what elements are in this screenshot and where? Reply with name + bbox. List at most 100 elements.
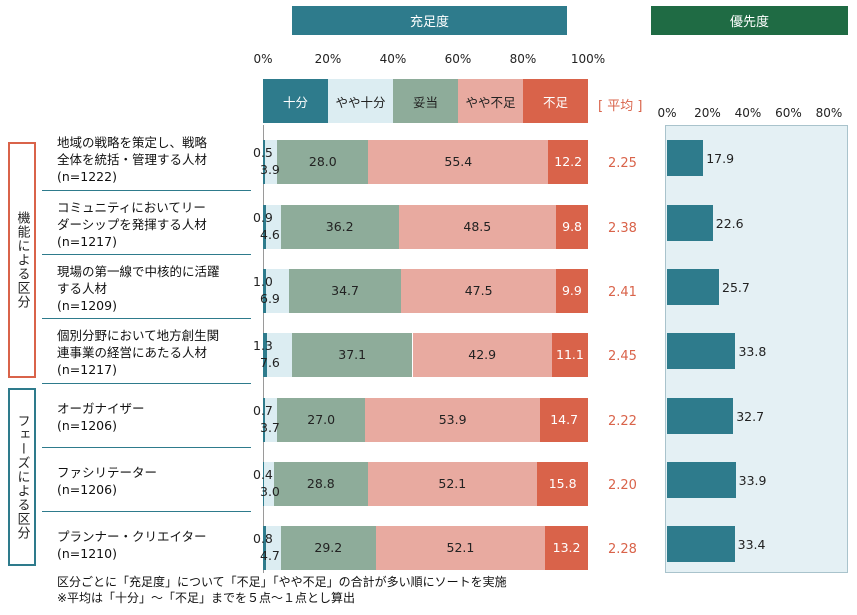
bar-segment [264, 462, 275, 506]
row-label: プランナー・クリエイター (n=1210) [57, 528, 207, 562]
data-label: 48.5 [463, 219, 492, 234]
bar-segment [280, 205, 399, 249]
bar-segment [551, 333, 588, 377]
row-label: 地域の戦略を策定し、戦略 全体を統括・管理する人材 (n=1222) [57, 134, 207, 185]
bar-segment [401, 269, 556, 313]
legend-item: 妥当 [393, 79, 458, 123]
average-value: 2.22 [608, 414, 637, 429]
data-label: 37.1 [338, 347, 367, 362]
satisfaction-tick: 100% [570, 52, 606, 66]
data-label: 1.3 [253, 338, 273, 353]
legend-item: 不足 [523, 79, 588, 123]
data-label: 47.5 [464, 283, 493, 298]
satisfaction-header: 充足度 [292, 6, 567, 35]
bar-segment [536, 462, 589, 506]
row-label-line: プランナー・クリエイター [57, 529, 207, 544]
row-label-n: (n=1209) [57, 297, 117, 313]
average-value: 2.45 [608, 349, 637, 364]
satisfaction-tick: 0% [253, 52, 273, 66]
bar-segment [291, 333, 413, 377]
bar-segment [263, 333, 268, 377]
data-label: 3.7 [260, 420, 280, 435]
row-label-line: コミュニティにおいてリー [57, 199, 206, 215]
bar-segment [365, 398, 541, 442]
priority-tick: 80% [815, 106, 843, 120]
row-label-line: オーガナイザー [57, 401, 145, 416]
bar-segment [263, 398, 266, 442]
priority-label: 33.8 [738, 344, 767, 359]
row-label-line: 連事業の経営にあたる人材 [57, 344, 208, 360]
satisfaction-tick: 80% [509, 52, 537, 66]
data-label: 28.0 [308, 154, 337, 169]
satisfaction-tick: 40% [379, 52, 407, 66]
bar-segment [375, 526, 546, 570]
data-label: 52.1 [446, 540, 475, 555]
bar-segment [264, 140, 278, 184]
row-label-n: (n=1222) [57, 168, 117, 184]
priority-bar [667, 333, 736, 369]
bar-segment [265, 526, 281, 570]
average-value: 2.20 [608, 478, 637, 493]
data-label: 53.9 [438, 412, 467, 427]
data-label: 0.8 [253, 531, 273, 546]
priority-tick: 40% [734, 106, 762, 120]
bar-segment [368, 140, 549, 184]
row-label-n: (n=1210) [57, 546, 117, 561]
data-label: 52.1 [438, 476, 467, 491]
row-separator [42, 383, 251, 384]
average-value: 2.41 [608, 285, 637, 300]
bar-segment [556, 205, 588, 249]
data-label: 9.9 [561, 283, 582, 298]
row-label: 個別分野において地方創生関 連事業の経営にあたる人材 (n=1217) [57, 327, 219, 378]
row-label-n: (n=1217) [57, 361, 117, 377]
note-sort: 区分ごとに「充足度」について「不足」「やや不足」の合計が多い順にソートを実施 [57, 575, 507, 589]
priority-label: 33.4 [737, 537, 766, 552]
data-label: 12.2 [554, 154, 583, 169]
row-label-line: する人材 [57, 280, 108, 296]
row-label: コミュニティにおいてリー ダーシップを発揮する人材 (n=1217) [57, 199, 207, 250]
bar-segment [548, 140, 588, 184]
row-separator [42, 511, 251, 512]
data-label: 42.9 [468, 347, 497, 362]
data-label: 13.2 [552, 540, 581, 555]
bar-segment [367, 462, 537, 506]
data-label: 0.7 [253, 403, 273, 418]
data-label: 6.9 [260, 291, 280, 306]
priority-header: 優先度 [651, 6, 848, 35]
satisfaction-tick: 60% [444, 52, 472, 66]
data-label: 27.0 [307, 412, 336, 427]
bar-segment [263, 269, 267, 313]
priority-tick: 60% [775, 106, 802, 120]
bar-segment [280, 526, 376, 570]
priority-bar [667, 526, 735, 562]
bar-segment [545, 526, 588, 570]
data-label: 15.8 [548, 476, 577, 491]
row-label-line: ファシリテーター [57, 465, 158, 480]
priority-bar [667, 205, 713, 241]
bar-segment [412, 333, 552, 377]
data-label: 55.4 [444, 154, 473, 169]
bar-segment [266, 269, 289, 313]
data-label: 34.7 [331, 283, 359, 298]
data-label: 36.2 [325, 219, 354, 234]
row-label: 現場の第一線で中核的に活躍 する人材 (n=1209) [57, 263, 220, 314]
row-label: ファシリテーター (n=1206) [57, 464, 157, 498]
row-label-line: ダーシップを発揮する人材 [57, 216, 207, 232]
row-separator [42, 447, 251, 448]
row-label-line: 地域の戦略を策定し、戦略 [57, 134, 208, 150]
bar-segment [267, 333, 292, 377]
data-label: 4.7 [260, 548, 280, 563]
priority-tick: 20% [694, 106, 721, 120]
priority-bar [667, 269, 720, 305]
data-label: 7.6 [260, 355, 280, 370]
row-separator [42, 318, 251, 319]
row-label-line: 個別分野において地方創生関 [57, 327, 220, 343]
bar-segment [265, 205, 281, 249]
bar-segment [263, 205, 266, 249]
data-label: 14.7 [550, 412, 579, 427]
priority-label: 25.7 [722, 280, 750, 295]
data-label: 4.6 [260, 227, 280, 242]
data-label: 28.8 [306, 476, 335, 491]
average-header: [ 平均 ] [598, 99, 643, 114]
bar-segment [555, 269, 588, 313]
